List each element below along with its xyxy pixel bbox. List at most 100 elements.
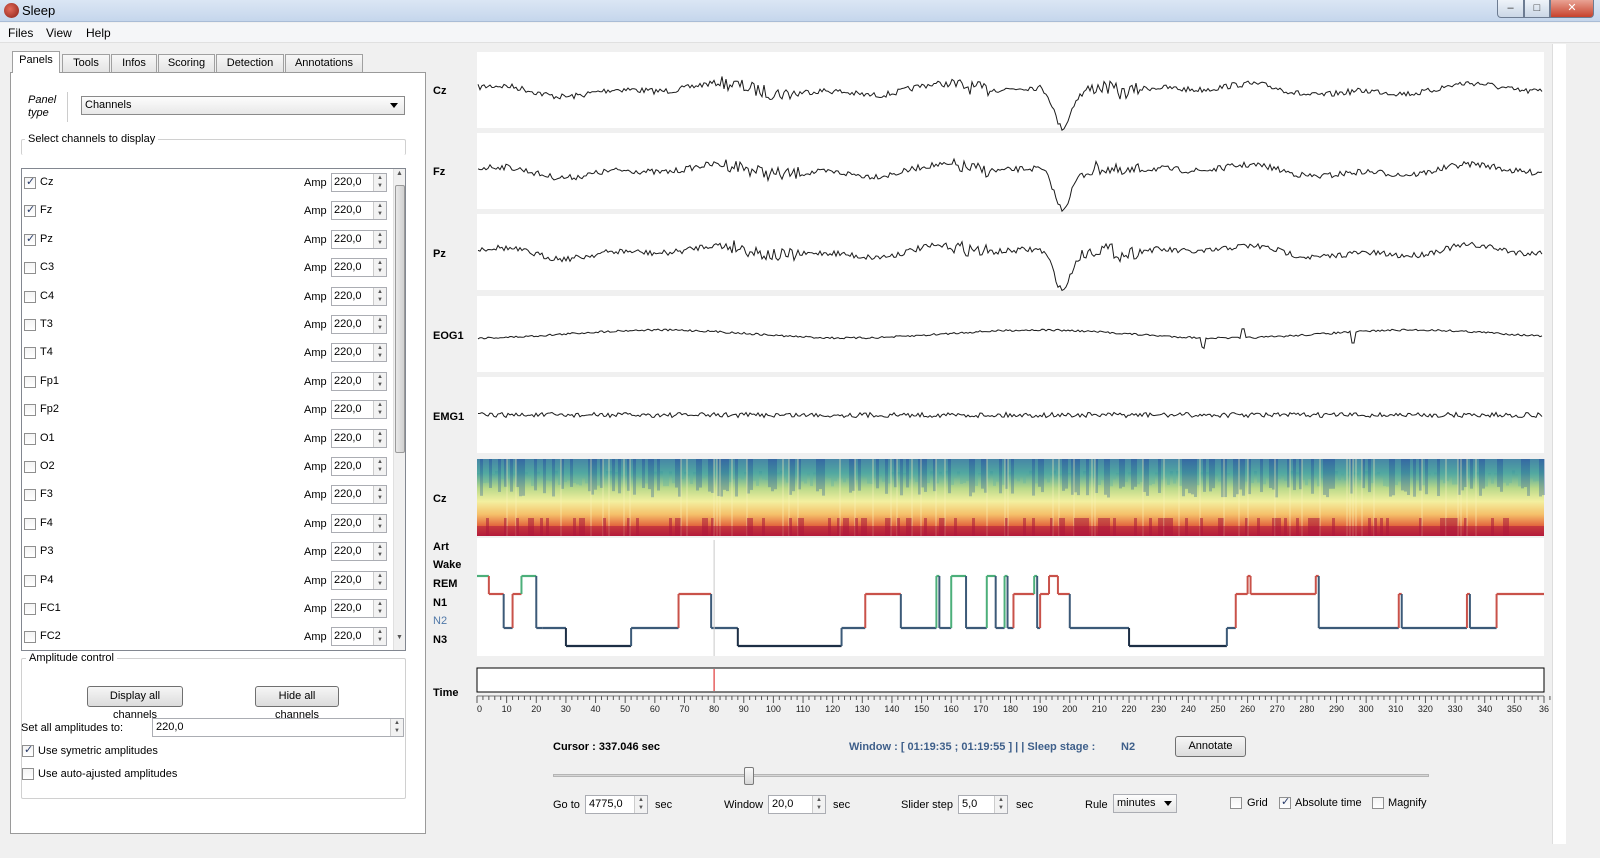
channel-checkbox[interactable] — [24, 631, 36, 644]
signal-scrollbar[interactable] — [1552, 44, 1566, 844]
amp-input[interactable]: 220,0 ▲ ▼ — [331, 400, 387, 420]
channel-checkbox[interactable] — [24, 319, 36, 331]
spinner-arrows-icon[interactable]: ▲ ▼ — [373, 230, 386, 248]
absolute-time-checkbox[interactable] — [1279, 795, 1291, 809]
spinner-arrows-icon[interactable]: ▲ ▼ — [373, 458, 386, 475]
menu-view[interactable]: View — [46, 26, 72, 40]
channel-checkbox[interactable] — [24, 175, 36, 189]
amp-input[interactable]: 220,0 ▲ ▼ — [331, 457, 387, 476]
spinner-arrows-icon[interactable]: ▲ ▼ — [373, 514, 386, 532]
amp-input[interactable]: 220,0 ▲ ▼ — [331, 343, 387, 363]
amp-label: Amp — [304, 319, 327, 331]
window-input[interactable]: 20,0 ▲ ▼ — [768, 795, 826, 814]
amp-input[interactable]: 220,0 ▲ ▼ — [331, 428, 387, 448]
channel-checkbox[interactable] — [24, 574, 36, 587]
amp-input[interactable]: 220,0 ▲ ▼ — [331, 485, 387, 505]
scroll-down-icon[interactable]: ▼ — [396, 634, 403, 641]
spinner-arrows-icon[interactable]: ▲ ▼ — [373, 486, 386, 504]
amp-input[interactable]: 220,0 ▲ ▼ — [331, 258, 387, 278]
channel-checkbox[interactable] — [24, 347, 36, 360]
channel-checkbox[interactable] — [24, 232, 36, 246]
magnify-checkbox[interactable] — [1372, 797, 1384, 809]
spectrogram-column — [1287, 459, 1290, 488]
spinner-arrows-icon[interactable]: ▲ ▼ — [634, 796, 647, 813]
set-all-amplitudes-input[interactable]: 220,0 ▲ ▼ — [152, 718, 404, 737]
spinner-arrows-icon[interactable]: ▲ ▼ — [373, 259, 386, 277]
use-symmetric-checkbox[interactable] — [22, 743, 34, 757]
amp-input[interactable]: 220,0 ▲ ▼ — [331, 173, 387, 192]
trace-fz — [477, 157, 1543, 213]
panel-type-dropdown[interactable]: Channels — [81, 96, 405, 115]
channel-checkbox[interactable] — [24, 375, 36, 388]
minimize-button[interactable]: – — [1497, 0, 1524, 18]
spinner-arrows-icon[interactable]: ▲ ▼ — [373, 571, 386, 589]
spinner-arrows-icon[interactable]: ▲ ▼ — [373, 372, 386, 390]
window-value: 20,0 — [772, 798, 794, 810]
spectrogram-column — [1113, 459, 1116, 480]
amp-input[interactable]: 220,0 ▲ ▼ — [331, 570, 387, 590]
rule-dropdown[interactable]: minutes — [1113, 794, 1177, 813]
tab-detection[interactable]: Detection — [216, 54, 284, 72]
amp-input[interactable]: 220,0 ▲ ▼ — [331, 371, 387, 391]
channel-checkbox[interactable] — [24, 432, 36, 445]
channel-checkbox[interactable] — [24, 517, 36, 530]
spinner-arrows-icon[interactable]: ▲ ▼ — [373, 600, 386, 617]
spinner-arrows-icon[interactable]: ▲ ▼ — [994, 796, 1007, 813]
tab-infos[interactable]: Infos — [111, 54, 157, 72]
spinner-arrows-icon[interactable]: ▲ ▼ — [812, 796, 825, 813]
amp-input[interactable]: 220,0 ▲ ▼ — [331, 599, 387, 618]
annotate-button[interactable]: Annotate — [1175, 736, 1246, 757]
amp-input[interactable]: 220,0 ▲ ▼ — [331, 286, 387, 306]
spinner-arrows-icon[interactable]: ▲ ▼ — [373, 628, 386, 646]
tab-tools[interactable]: Tools — [62, 54, 110, 72]
channel-checkbox[interactable] — [24, 461, 36, 473]
channel-checkbox[interactable] — [24, 603, 36, 615]
spectrogram-column — [1059, 459, 1062, 474]
time-tick-label: 280 — [1299, 704, 1314, 714]
channel-list-scrollbar[interactable]: ▲ ▼ — [393, 169, 405, 650]
time-slider-thumb[interactable] — [744, 767, 754, 785]
spinner-arrows-icon[interactable]: ▲ ▼ — [373, 174, 386, 191]
stage-label-n3: N3 — [433, 634, 448, 646]
spectrogram-column — [1260, 459, 1263, 493]
channel-checkbox[interactable] — [24, 203, 36, 218]
amp-input[interactable]: 220,0 ▲ ▼ — [331, 513, 387, 533]
close-button[interactable]: ✕ — [1550, 0, 1594, 18]
tab-annotations[interactable]: Annotations — [285, 54, 363, 72]
amp-value: 220,0 — [334, 545, 362, 558]
channel-checkbox[interactable] — [24, 404, 36, 417]
channel-checkbox[interactable] — [24, 546, 36, 559]
amp-input[interactable]: 220,0 ▲ ▼ — [331, 315, 387, 334]
channel-checkbox[interactable] — [24, 489, 36, 502]
spinner-arrows-icon[interactable]: ▲ ▼ — [373, 287, 386, 305]
amp-input[interactable]: 220,0 ▲ ▼ — [331, 229, 387, 249]
amp-input[interactable]: 220,0 ▲ ▼ — [331, 201, 387, 221]
time-slider-track[interactable] — [553, 774, 1429, 777]
tab-scoring[interactable]: Scoring — [158, 54, 215, 72]
spinner-arrows-icon[interactable]: ▲ ▼ — [373, 429, 386, 447]
menu-files[interactable]: Files — [8, 26, 34, 40]
spinner-arrows-icon[interactable]: ▲ ▼ — [373, 344, 386, 362]
menu-help[interactable]: Help — [86, 26, 111, 40]
channel-row: FC1 Amp 220,0 ▲ ▼ — [22, 596, 392, 625]
spinner-arrows-icon[interactable]: ▲ ▼ — [373, 202, 386, 220]
use-auto-checkbox[interactable] — [22, 768, 34, 780]
maximize-button[interactable]: □ — [1524, 0, 1550, 18]
spinner-arrows-icon[interactable]: ▲ ▼ — [390, 719, 403, 736]
display-all-channels-button[interactable]: Display all channels — [87, 686, 183, 721]
scrollbar-thumb[interactable] — [395, 185, 405, 453]
slider-step-input[interactable]: 5,0 ▲ ▼ — [958, 795, 1008, 814]
goto-value: 4775,0 — [589, 798, 623, 810]
grid-checkbox[interactable] — [1230, 797, 1242, 809]
scroll-up-icon[interactable]: ▲ — [396, 170, 403, 177]
spinner-arrows-icon[interactable]: ▲ ▼ — [373, 316, 386, 333]
channel-checkbox[interactable] — [24, 262, 36, 275]
amp-input[interactable]: 220,0 ▲ ▼ — [331, 542, 387, 562]
goto-input[interactable]: 4775,0 ▲ ▼ — [585, 795, 648, 814]
spinner-arrows-icon[interactable]: ▲ ▼ — [373, 543, 386, 561]
amp-input[interactable]: 220,0 ▲ ▼ — [331, 627, 387, 647]
spinner-arrows-icon[interactable]: ▲ ▼ — [373, 401, 386, 419]
tab-panels[interactable]: Panels — [12, 51, 60, 73]
channel-checkbox[interactable] — [24, 290, 36, 303]
